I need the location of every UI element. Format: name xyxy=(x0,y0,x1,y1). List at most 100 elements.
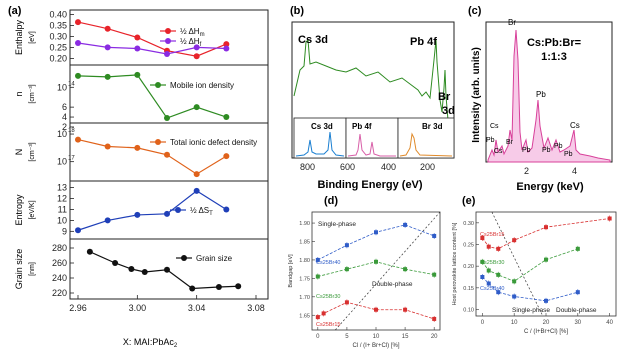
e-phase-boundary xyxy=(491,211,544,317)
d-xtick: 5 xyxy=(345,334,349,340)
a-ytick-grain: 220 xyxy=(52,288,67,298)
e-point-1 xyxy=(486,268,491,273)
inset-br3d-label: Br 3d xyxy=(422,122,443,131)
inset-cs3d-trace xyxy=(295,131,345,157)
a-ytick-enthalpy: 0.20 xyxy=(49,53,67,63)
a-point-entropy-0 xyxy=(223,206,230,213)
a-ylabel-entropy: Entropy xyxy=(14,194,24,226)
a-ytick-entropy: 13 xyxy=(57,183,67,193)
a-point-grain-0 xyxy=(189,285,196,292)
panel-e-label: (e) xyxy=(462,195,476,207)
e-xtick: 20 xyxy=(543,320,550,326)
a-point-grain-0 xyxy=(128,266,135,272)
e-xtick: 30 xyxy=(574,320,581,326)
a-legend-text-n-0: Mobile ion density xyxy=(170,81,234,90)
e-xlabel: C / (I+Br+Cl) [%] xyxy=(524,329,568,335)
e-point-2 xyxy=(486,281,491,286)
e-series-label-2: Cs25Br40 xyxy=(480,286,504,292)
d-annotation-single: Single-phase xyxy=(318,221,356,228)
e-point-0 xyxy=(480,236,485,240)
b-xtick-0: 800 xyxy=(300,162,315,172)
a-point-entropy-0 xyxy=(193,187,200,194)
a-ytick-sup-n: 14 xyxy=(68,81,75,87)
d-ytick: 1.70 xyxy=(299,295,310,301)
c-xtick-0: 2 xyxy=(524,166,529,176)
c-title2: 1:1:3 xyxy=(541,51,567,63)
e-ytick: 0.15 xyxy=(463,286,474,292)
c-xtick-1: 4 xyxy=(572,166,577,176)
d-xtick: 10 xyxy=(373,334,380,340)
e-point-1 xyxy=(544,257,548,262)
a-ytick-n: 10 xyxy=(57,82,67,92)
a-point-enthalpy-1 xyxy=(164,51,170,57)
e-point-2 xyxy=(512,294,517,299)
a-point-grain-0 xyxy=(164,266,170,273)
d-point-0 xyxy=(403,222,408,227)
a-ytick-sup-N: 17 xyxy=(68,156,75,162)
a-yunit-n: [cm⁻³] xyxy=(29,84,36,103)
a-point-n-0 xyxy=(164,115,170,122)
e-annotation-single: Single-phase xyxy=(512,307,550,314)
a-ytick-enthalpy: 0.30 xyxy=(49,31,67,41)
a-legend-marker-enthalpy xyxy=(165,38,171,44)
a-legend-marker-enthalpy xyxy=(165,28,171,34)
panel-a-xlabel: X: MAI:PbAc2 xyxy=(123,337,178,349)
a-point-N-0 xyxy=(193,171,200,178)
panel-c-label: (c) xyxy=(468,5,482,17)
a-ytick-entropy: 12 xyxy=(57,194,67,204)
peak-br: Br xyxy=(438,91,451,103)
a-point-entropy-0 xyxy=(104,217,111,224)
d-point-0 xyxy=(344,243,349,248)
peak-pb4f: Pb 4f xyxy=(410,36,437,48)
e-point-1 xyxy=(575,246,580,251)
e-line-1 xyxy=(482,248,578,282)
a-legend-text-N-0: Total ionic defect density xyxy=(170,138,257,147)
inset-br3d-frame xyxy=(397,117,455,159)
d-point-2 xyxy=(315,315,320,320)
e-series-label-1: Cs25Br30 xyxy=(480,260,504,266)
e-point-1 xyxy=(496,272,501,277)
a-point-enthalpy-1 xyxy=(193,44,200,51)
c-peak-br-main: Br xyxy=(508,18,516,27)
a-subplot-n-frame xyxy=(69,64,269,124)
a-xtick: 3.00 xyxy=(129,303,147,313)
e-point-0 xyxy=(496,246,501,251)
d-xtick: 15 xyxy=(402,334,409,340)
d-series-label-2: Cs25Br15 xyxy=(316,322,340,328)
c-peak-pb-5: Pb xyxy=(554,143,563,150)
b-xtick-3: 200 xyxy=(420,162,435,172)
a-xtick: 2.96 xyxy=(69,303,87,313)
a-point-N-0 xyxy=(223,153,230,160)
c-title: Cs:Pb:Br= xyxy=(527,37,581,49)
e-point-2 xyxy=(544,298,548,303)
a-legend-marker-entropy xyxy=(175,207,181,213)
a-point-N-0 xyxy=(134,144,141,151)
e-point-1 xyxy=(512,279,517,284)
a-yunit-grain: [nm] xyxy=(29,262,36,276)
a-ytick-grain: 260 xyxy=(52,258,67,268)
a-subplot-N-frame xyxy=(69,122,269,182)
d-ylabel: Bandgap [eV] xyxy=(288,254,294,288)
d-xlabel: Cl / (I+ Br+Cl) [%] xyxy=(352,343,399,349)
a-ytick-entropy: 10 xyxy=(57,215,67,225)
e-ylabel: Host perovskite lattice content [%] xyxy=(452,222,458,305)
a-ytick-grain: 240 xyxy=(52,273,67,283)
panel-e: (e) 0.30 0.25 0.20 0.15 0.10 0 10 20 30 40 C / (I+… xyxy=(452,195,617,335)
a-point-n-0 xyxy=(104,73,111,80)
eds-spectrum xyxy=(487,29,611,163)
a-line-N-0 xyxy=(77,138,227,175)
a-point-grain-0 xyxy=(215,284,222,290)
a-point-entropy-0 xyxy=(75,227,81,234)
a-legend-marker-grain xyxy=(181,255,187,261)
a-subplot-entropy-frame xyxy=(69,180,269,240)
e-xtick: 10 xyxy=(511,320,518,326)
c-peak-pb-1: Pb xyxy=(486,137,495,144)
a-point-entropy-0 xyxy=(134,211,141,218)
a-ytick-n: 6 xyxy=(62,102,67,112)
e-xtick: 0 xyxy=(481,320,485,326)
a-subplot-enthalpy-frame xyxy=(69,9,269,66)
a-point-grain-0 xyxy=(112,260,119,266)
d-point-2 xyxy=(432,316,437,321)
e-line-0 xyxy=(482,218,610,250)
c-peak-cs-1: Cs xyxy=(490,123,499,130)
